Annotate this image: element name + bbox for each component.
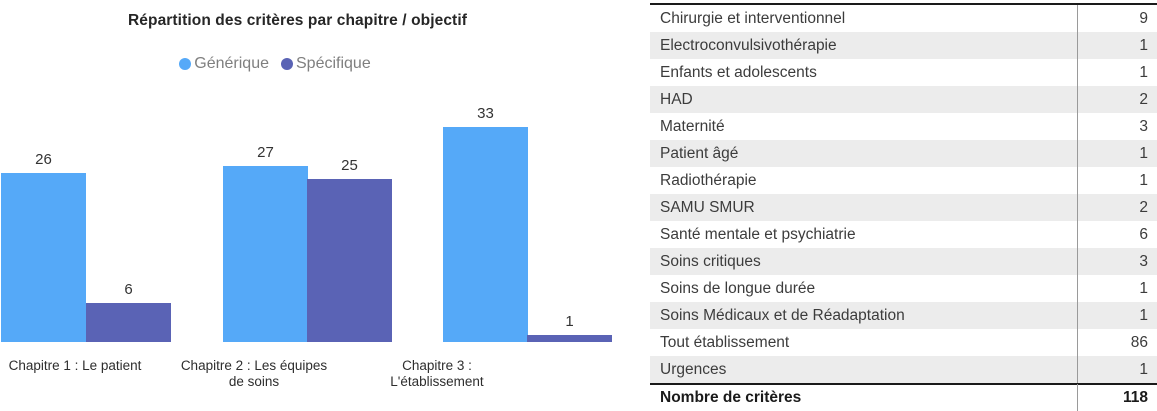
row-value: 1 (1077, 275, 1157, 302)
x-axis-label: Chapitre 2 : Les équipes de soins (180, 358, 328, 389)
row-value: 1 (1077, 302, 1157, 329)
chart-legend: Générique Spécifique (0, 55, 550, 73)
bar-chart: Répartition des critères par chapitre / … (0, 0, 625, 389)
row-value: 1 (1077, 59, 1157, 86)
row-label: Tout établissement (660, 333, 790, 351)
row-label: Urgences (660, 360, 727, 378)
x-axis-label: Chapitre 1 : Le patient (8, 358, 142, 373)
table-total-row: Nombre de critères 118 (650, 383, 1157, 411)
bar-generique (223, 166, 308, 342)
legend-dot-generique-icon (179, 58, 192, 70)
row-value: 1 (1077, 167, 1157, 194)
row-label: Chirurgie et interventionnel (660, 9, 846, 27)
legend-label: Spécifique (296, 55, 371, 72)
table-row: Soins critiques 3 (650, 248, 1157, 275)
table-row: HAD 2 (650, 86, 1157, 113)
bar-specifique (86, 303, 171, 342)
table-row: Maternité 3 (650, 113, 1157, 140)
bar-generique (443, 127, 528, 342)
row-label: Electroconvulsivothérapie (660, 36, 837, 54)
criteria-table: Chirurgie et interventionnel 9 Electroconv… (650, 3, 1157, 411)
row-value: 1 (1077, 140, 1157, 167)
row-value: 1 (1077, 356, 1157, 383)
row-value: 2 (1077, 194, 1157, 221)
row-value: 3 (1077, 248, 1157, 275)
legend-dot-specifique-icon (281, 58, 293, 70)
row-label: Radiothérapie (660, 171, 757, 189)
row-value: 3 (1077, 113, 1157, 140)
legend-item-specifique: Spécifique (281, 55, 371, 73)
row-label: HAD (660, 90, 693, 108)
bar-generique (1, 173, 86, 342)
table-row: Santé mentale et psychiatrie 6 (650, 221, 1157, 248)
total-row-label: Nombre de critères (660, 388, 802, 406)
bar-value-label: 6 (124, 281, 133, 298)
row-label: Santé mentale et psychiatrie (660, 225, 856, 243)
table-row: Urgences 1 (650, 356, 1157, 383)
row-value: 1 (1077, 32, 1157, 59)
row-label: Enfants et adolescents (660, 63, 817, 81)
table-body: Chirurgie et interventionnel 9 Electroconv… (650, 5, 1157, 383)
row-label: Soins critiques (660, 252, 761, 270)
table-row: Electroconvulsivothérapie 1 (650, 32, 1157, 59)
table-row: SAMU SMUR 2 (650, 194, 1157, 221)
row-value: 6 (1077, 221, 1157, 248)
table-row: Chirurgie et interventionnel 9 (650, 5, 1157, 32)
legend-label: Générique (194, 55, 269, 72)
table-row: Enfants et adolescents 1 (650, 59, 1157, 86)
table-row: Tout établissement 86 (650, 329, 1157, 356)
row-label: Patient âgé (660, 144, 739, 162)
bar-plot-area: 26 6 27 25 33 1 (0, 0, 625, 342)
row-label: Soins de longue durée (660, 279, 816, 297)
row-label: SAMU SMUR (660, 198, 755, 216)
row-value: 2 (1077, 86, 1157, 113)
row-label: Soins Médicaux et de Réadaptation (660, 306, 905, 324)
table-row: Soins Médicaux et de Réadaptation 1 (650, 302, 1157, 329)
total-row-value: 118 (1077, 384, 1157, 411)
bar-value-label: 26 (35, 151, 52, 168)
row-label: Maternité (660, 117, 725, 135)
row-value: 86 (1077, 329, 1157, 356)
bar-specifique (307, 179, 392, 342)
bar-value-label: 25 (341, 157, 358, 174)
table-row: Soins de longue durée 1 (650, 275, 1157, 302)
table-row: Radiothérapie 1 (650, 167, 1157, 194)
bar-value-label: 1 (565, 313, 574, 330)
table-row: Patient âgé 1 (650, 140, 1157, 167)
bar-value-label: 27 (257, 144, 274, 161)
bar-specifique (527, 335, 612, 342)
x-axis-label: Chapitre 3 : L'établissement (390, 358, 484, 389)
legend-item-generique: Générique (179, 55, 269, 73)
chart-title: Répartition des critères par chapitre / … (127, 12, 467, 29)
row-value: 9 (1077, 5, 1157, 32)
bar-value-label: 33 (477, 105, 494, 122)
